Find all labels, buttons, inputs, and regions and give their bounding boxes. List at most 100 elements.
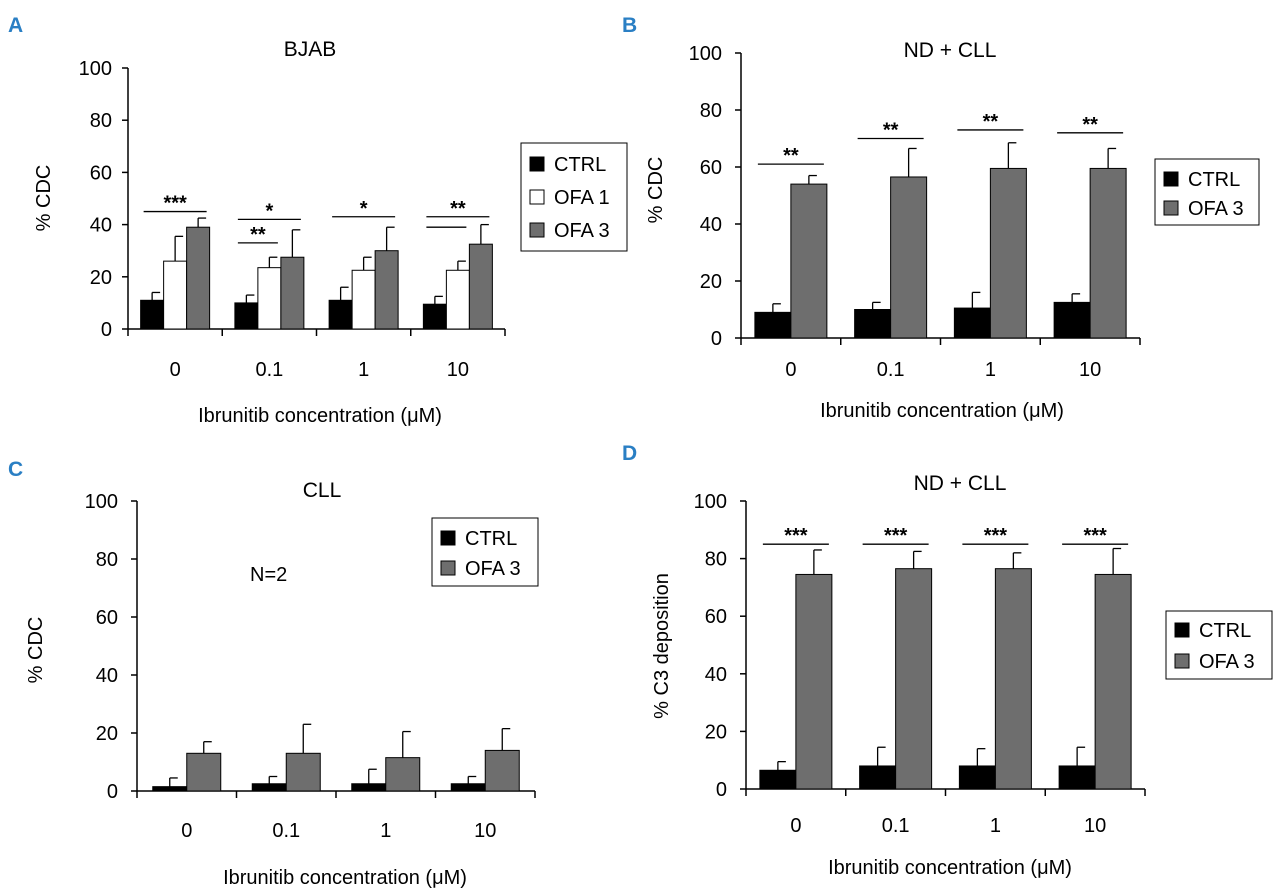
- y-tick-label: 60: [705, 606, 727, 628]
- bar-ofa3: [790, 183, 828, 339]
- legend-swatch-ctrl: [440, 530, 456, 546]
- y-tick-label: 80: [700, 100, 722, 122]
- x-tick-label: 10: [474, 820, 496, 842]
- legend-label: CTRL: [554, 154, 606, 176]
- significance-label: *: [360, 198, 368, 220]
- chart-title: ND + CLL: [904, 39, 997, 62]
- significance-label: ***: [784, 525, 808, 547]
- bar-ofa3: [186, 226, 211, 330]
- bar-ofa1: [163, 260, 188, 330]
- y-tick-label: 40: [700, 214, 722, 236]
- y-tick-label: 20: [700, 271, 722, 293]
- legend-label: OFA 3: [465, 558, 521, 580]
- y-axis-label: % C3 deposition: [651, 573, 673, 719]
- legend-swatch-ofa3: [1174, 653, 1190, 669]
- y-tick-label: 40: [705, 664, 727, 686]
- x-axis-label: Ibrunitib concentration (μM): [828, 857, 1072, 879]
- y-axis-label: % CDC: [25, 617, 47, 684]
- y-tick-label: 80: [90, 110, 112, 132]
- y-tick-label: 80: [96, 549, 118, 571]
- x-tick-label: 1: [990, 815, 1001, 837]
- x-tick-label: 0.1: [882, 815, 910, 837]
- x-tick-label: 1: [985, 359, 996, 381]
- significance-label: **: [983, 111, 999, 133]
- bar-ofa3: [285, 752, 321, 792]
- bar-ofa3: [186, 752, 222, 792]
- bar-ctrl: [152, 786, 188, 792]
- bar-ofa3: [1089, 167, 1127, 339]
- bar-ctrl: [759, 769, 797, 790]
- legend-label: OFA 3: [554, 220, 610, 242]
- significance-label: **: [250, 224, 266, 246]
- y-axis-label: % CDC: [645, 157, 667, 224]
- bar-ctrl: [958, 765, 996, 790]
- x-tick-label: 1: [380, 820, 391, 842]
- plot-area: 0 20 40 60 80 100 0 0.1 1 10: [85, 491, 536, 842]
- x-axis-label: Ibrunitib concentration (μM): [223, 867, 467, 889]
- x-tick-label: 0: [785, 359, 796, 381]
- y-tick-label: 0: [107, 781, 118, 803]
- y-tick-label: 0: [711, 328, 722, 350]
- panel-letter: A: [8, 14, 23, 37]
- legend-swatch-ofa3: [529, 222, 545, 238]
- bar-ctrl: [854, 309, 892, 339]
- y-tick-label: 20: [705, 721, 727, 743]
- significance-label: **: [883, 120, 899, 142]
- chart-title: BJAB: [284, 38, 337, 61]
- bar-ctrl: [1058, 765, 1096, 790]
- bar-ofa1: [445, 269, 470, 330]
- x-tick-label: 0.1: [272, 820, 300, 842]
- sample-size-annotation: N=2: [250, 564, 287, 586]
- y-tick-label: 100: [79, 58, 112, 80]
- panel-a: A BJAB % CDC Ibrunitib concentration (μM…: [8, 14, 628, 427]
- bar-ofa3: [385, 757, 421, 792]
- bar-ofa3: [890, 176, 928, 339]
- bar-ofa3: [1094, 573, 1132, 790]
- bar-ctrl: [450, 783, 486, 792]
- significance-label: ***: [163, 193, 187, 215]
- legend-label: CTRL: [465, 528, 517, 550]
- significance-label: **: [783, 145, 799, 167]
- legend-swatch-ctrl: [1174, 622, 1190, 638]
- bar-ctrl: [234, 302, 259, 330]
- chart-title: ND + CLL: [914, 472, 1007, 495]
- legend-swatch-ofa3: [1163, 200, 1179, 216]
- bar-ofa3: [989, 167, 1027, 339]
- bar-ctrl: [351, 783, 387, 792]
- significance-label: **: [1082, 114, 1098, 136]
- x-tick-label: 0.1: [255, 359, 283, 381]
- y-tick-label: 60: [700, 157, 722, 179]
- legend: CTRL OFA 3: [1154, 158, 1260, 226]
- legend-swatch-ofa3: [440, 560, 456, 576]
- x-axis-label: Ibrunitib concentration (μM): [820, 400, 1064, 422]
- y-tick-label: 0: [101, 319, 112, 341]
- y-tick-label: 20: [96, 723, 118, 745]
- legend: CTRL OFA 3: [1165, 610, 1273, 680]
- bar-ofa3: [484, 749, 520, 792]
- x-tick-label: 0.1: [877, 359, 905, 381]
- legend-label: OFA 3: [1188, 198, 1244, 220]
- x-tick-label: 10: [1079, 359, 1101, 381]
- bar-ofa3: [468, 243, 493, 330]
- y-tick-label: 0: [716, 779, 727, 801]
- bar-ctrl: [754, 311, 792, 339]
- y-tick-label: 100: [689, 43, 722, 65]
- x-tick-label: 0: [170, 359, 181, 381]
- significance-label: ***: [884, 525, 908, 547]
- bar-ctrl: [140, 299, 165, 330]
- legend-label: OFA 3: [1199, 651, 1255, 673]
- plot-area: 0 20 40 60 80 100 0 0.1 1 10 ** ** ** **: [689, 43, 1141, 381]
- legend-swatch-ctrl: [529, 156, 545, 172]
- chart-title: CLL: [303, 479, 342, 502]
- legend-label: OFA 1: [554, 187, 610, 209]
- panel-letter: B: [622, 14, 637, 37]
- panel-letter: D: [622, 442, 637, 465]
- significance-label: ***: [984, 525, 1008, 547]
- y-tick-label: 80: [705, 549, 727, 571]
- y-axis-label: % CDC: [33, 165, 55, 232]
- legend-swatch-ctrl: [1163, 171, 1179, 187]
- x-tick-label: 1: [358, 359, 369, 381]
- panel-letter: C: [8, 458, 23, 481]
- bar-ctrl: [422, 303, 447, 330]
